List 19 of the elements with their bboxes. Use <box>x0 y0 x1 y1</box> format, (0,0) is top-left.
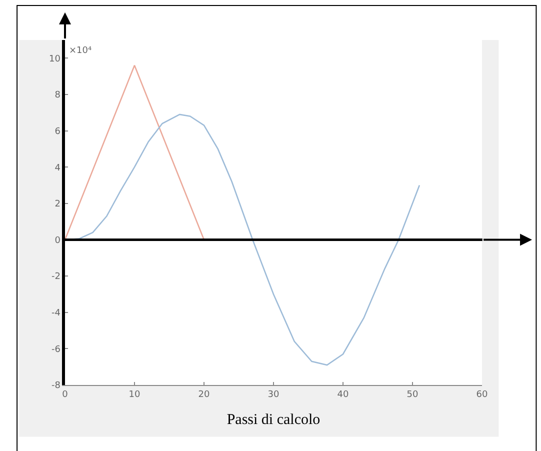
x-tick-label: 10 <box>128 390 140 400</box>
y-tick-label: -8 <box>51 381 61 392</box>
y-tick-label: -2 <box>51 272 60 282</box>
x-tick-label: 30 <box>268 390 280 400</box>
y-tick-label: 2 <box>54 200 60 210</box>
x-tick-label: 20 <box>198 390 210 400</box>
y-tick-label: 4 <box>54 163 61 174</box>
y-tick-label: 0 <box>54 236 61 246</box>
x-tick-label: 0 <box>62 390 68 400</box>
x-tick-label: 50 <box>406 390 418 400</box>
y-tick-label: 6 <box>54 126 61 137</box>
x-tick-label: 60 <box>476 390 488 400</box>
annotation: ×10⁴ <box>69 46 92 56</box>
x-tick-label: 40 <box>337 390 349 400</box>
y-tick-label: -6 <box>51 344 61 355</box>
y-tick-label: -4 <box>51 308 61 319</box>
y-tick-label: 8 <box>54 90 61 101</box>
x-axis-title: Passi di calcolo <box>226 412 320 428</box>
y-tick-label: 10 <box>48 54 61 64</box>
